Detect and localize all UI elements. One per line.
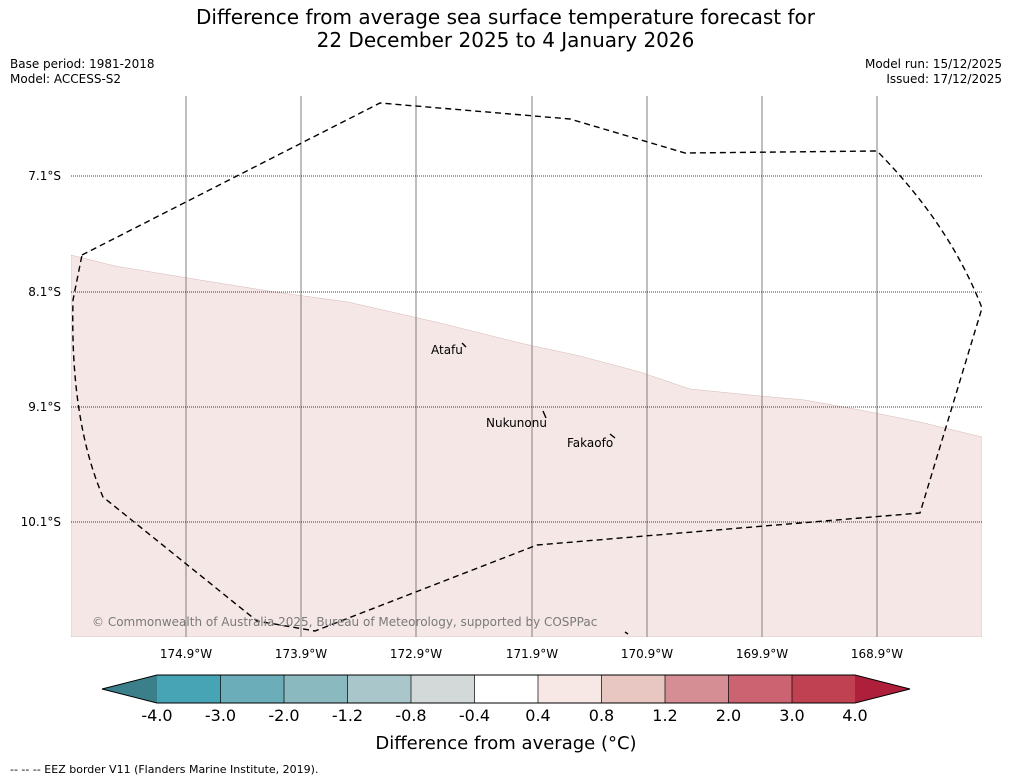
colorbar-segment (411, 675, 475, 703)
colorbar-dividers (220, 675, 793, 703)
eez-border (72, 102, 982, 632)
colorbar-tick: -0.4 (459, 706, 490, 725)
lon-label: 172.9°W (390, 647, 442, 661)
colorbar-tick: 3.0 (779, 706, 804, 725)
colorbar-segment (601, 675, 665, 703)
colorbar-outline (101, 674, 911, 704)
colorbar-segment (157, 675, 221, 703)
colorbar-tick: -2.0 (268, 706, 299, 725)
place-label-fakaofo: Fakaofo (567, 436, 613, 450)
lon-label: 174.9°W (160, 647, 212, 661)
colorbar-tick: 0.4 (525, 706, 550, 725)
nukunonu-atoll-icon (542, 410, 547, 419)
colorbar-tick: 0.8 (589, 706, 614, 725)
colorbar-tick: 2.0 (716, 706, 741, 725)
swains-island-icon (624, 631, 629, 635)
lon-label: 171.9°W (506, 647, 558, 661)
issued-text: Issued: 17/12/2025 (886, 72, 1002, 86)
colorbar-tick: 4.0 (842, 706, 867, 725)
colorbar-tick: -3.0 (205, 706, 236, 725)
lon-label: 169.9°W (736, 647, 788, 661)
colorbar-tick-labels: -4.0 -3.0 -2.0 -1.2 -0.8 -0.4 0.4 0.8 1.… (141, 706, 867, 725)
colorbar-segment (284, 675, 348, 703)
colorbar-segment (347, 675, 411, 703)
colorbar-high-extension (855, 675, 910, 703)
place-label-atafu: Atafu (431, 343, 463, 357)
colorbar-tick: -4.0 (141, 706, 172, 725)
place-label-nukunonu: Nukunonu (486, 416, 547, 430)
lat-label: 10.1°S (21, 515, 61, 529)
longitude-labels: 174.9°W 173.9°W 172.9°W 171.9°W 170.9°W … (160, 647, 903, 661)
colorbar-segment (665, 675, 729, 703)
colorbar: -4.0 -3.0 -2.0 -1.2 -0.8 -0.4 0.4 0.8 1.… (101, 674, 911, 754)
latitude-labels: 7.1°S 8.1°S 9.1°S 10.1°S (21, 169, 61, 529)
metadata-left: Base period: 1981-2018 Model: ACCESS-S2 (10, 57, 155, 87)
eez-legend-note: -- -- -- EEZ border V11 (Flanders Marine… (10, 763, 319, 776)
metadata-right: Model run: 15/12/2025 Issued: 17/12/2025 (865, 57, 1002, 87)
anomaly-band-region (71, 254, 982, 637)
lat-label: 7.1°S (28, 169, 61, 183)
title-line-2: 22 December 2025 to 4 January 2026 (316, 28, 695, 52)
atoll-markers (461, 342, 629, 635)
colorbar-tick: 1.2 (652, 706, 677, 725)
copyright-text: © Commonwealth of Australia 2025, Bureau… (92, 615, 597, 629)
colorbar-segment (792, 675, 855, 703)
colorbar-tick: -0.8 (395, 706, 426, 725)
chart-title: Difference from average sea surface temp… (0, 6, 1011, 52)
colorbar-tick: -1.2 (332, 706, 363, 725)
lat-label: 8.1°S (28, 285, 61, 299)
fakaofo-atoll-icon (609, 433, 616, 439)
colorbar-segment (728, 675, 792, 703)
title-line-1: Difference from average sea surface temp… (195, 5, 815, 29)
colorbar-low-extension (102, 675, 157, 703)
lat-label: 9.1°S (28, 400, 61, 414)
base-period-text: Base period: 1981-2018 (10, 57, 155, 71)
colorbar-segment (538, 675, 602, 703)
colorbar-segment (474, 675, 538, 703)
model-text: Model: ACCESS-S2 (10, 72, 122, 86)
colorbar-axis-label: Difference from average (°C) (375, 733, 636, 754)
model-run-text: Model run: 15/12/2025 (864, 57, 1002, 71)
lon-label: 168.9°W (851, 647, 903, 661)
lon-label: 170.9°W (621, 647, 673, 661)
lon-label: 173.9°W (275, 647, 327, 661)
colorbar-segment (220, 675, 284, 703)
atafu-atoll-icon (461, 342, 467, 348)
